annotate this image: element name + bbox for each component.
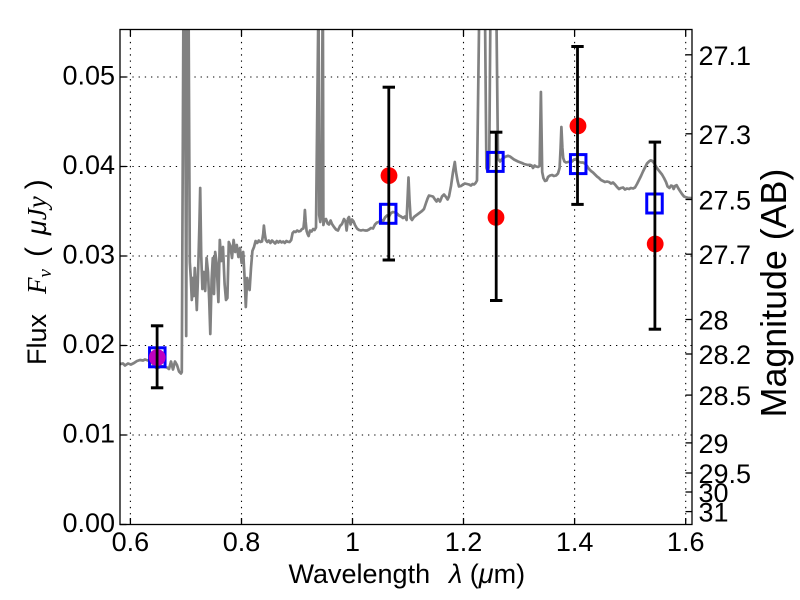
svg-text:29: 29 [699,429,729,459]
svg-text:0.04: 0.04 [62,150,115,180]
svg-text:28.2: 28.2 [699,340,752,370]
svg-text:28: 28 [699,306,729,336]
svg-text:1.6: 1.6 [667,527,705,557]
svg-text:Wavelength λ (μm): Wavelength λ (μm) [289,559,526,589]
svg-text:0.01: 0.01 [62,418,115,448]
svg-text:1: 1 [345,527,360,557]
svg-text:27.7: 27.7 [699,240,752,270]
svg-text:Magnitude (AB): Magnitude (AB) [754,169,794,418]
svg-text:0.00: 0.00 [62,508,115,538]
svg-text:0.8: 0.8 [223,527,261,557]
svg-text:27.1: 27.1 [699,41,752,71]
svg-text:29.5: 29.5 [699,459,752,489]
svg-text:31: 31 [699,498,729,528]
svg-text:1.4: 1.4 [556,527,594,557]
svg-text:30: 30 [699,478,729,508]
svg-text:27.5: 27.5 [699,186,752,216]
svg-text:27.3: 27.3 [699,120,752,150]
svg-text:0.02: 0.02 [62,329,115,359]
svg-text:28.5: 28.5 [699,381,752,411]
svg-text:1.2: 1.2 [445,527,483,557]
svg-text:0.03: 0.03 [62,239,115,269]
svg-text:0.05: 0.05 [62,60,115,90]
svg-text:0.6: 0.6 [112,527,150,557]
